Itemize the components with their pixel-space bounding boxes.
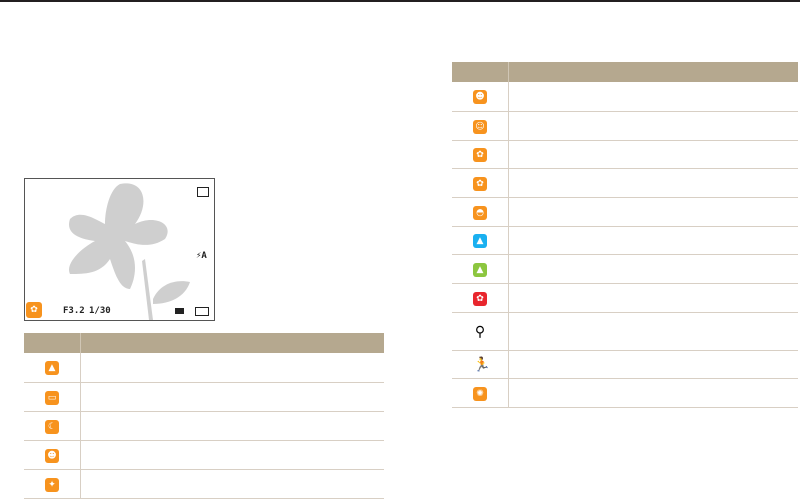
table-row: ◓ (452, 197, 798, 227)
backlight-portrait-icon: ☻ (473, 90, 487, 105)
header-description-column (81, 333, 385, 353)
description-cell (80, 411, 384, 441)
icon-cell: ☻ (24, 440, 81, 470)
night-portrait-icon: ☻ (45, 448, 59, 463)
table-row: ☻ (24, 440, 384, 470)
icon-cell: ✦ (24, 469, 81, 499)
left-scene-table: ▲ ▭ ☾ ☻ ✦ (24, 333, 384, 499)
resolution-icon (197, 187, 209, 197)
table-row: ⚲ (452, 312, 798, 351)
icon-cell: ⚲ (452, 312, 509, 351)
icon-cell: ✿ (452, 140, 509, 169)
header-description-column (509, 62, 799, 82)
flower-illustration (69, 183, 190, 320)
description-cell (80, 353, 384, 383)
macro-text-icon: ✿ (473, 176, 487, 191)
macro-icon: ✿ (473, 148, 487, 162)
table-row: 🏃 (452, 350, 798, 379)
table-row: ✺ (452, 378, 798, 408)
icon-cell: ◓ (452, 197, 509, 227)
night-icon: ☾ (45, 419, 59, 434)
icon-cell: ☻ (452, 82, 509, 112)
description-cell (80, 382, 384, 412)
beach-snow-icon: ◓ (473, 205, 487, 220)
aperture-value: F3.2 (63, 306, 85, 316)
table-row: ▭ (24, 382, 384, 412)
icon-cell: ✿ (452, 283, 509, 313)
icon-cell: ▭ (24, 382, 81, 412)
table-row: ☾ (24, 411, 384, 441)
storage-icon (175, 308, 184, 314)
header-rule (0, 0, 800, 2)
flash-icon: ⚡A (196, 251, 207, 261)
description-cell (508, 226, 798, 255)
battery-icon (195, 307, 209, 316)
tripod-icon: ⚲ (474, 324, 486, 340)
right-scene-table: ☻ ☺ ✿ ✿ ◓ ▲ ▲ ✿ ⚲ 🏃 ✺ (452, 62, 798, 408)
auto-icon: ✺ (473, 386, 487, 401)
sunset-icon: ✿ (473, 291, 487, 306)
table-row: ✿ (452, 283, 798, 313)
white-scene-icon: ▭ (45, 390, 59, 405)
description-cell (508, 378, 798, 408)
description-cell (508, 312, 798, 351)
description-cell (508, 197, 798, 227)
table-row: ☻ (452, 82, 798, 112)
description-cell (508, 140, 798, 169)
flash-mode-label: A (201, 251, 207, 261)
table-row: ✦ (24, 469, 384, 499)
header-icon-column (24, 333, 81, 353)
portrait-icon: ☺ (473, 119, 487, 134)
icon-cell: ▲ (24, 353, 81, 383)
camera-screen-preview: ✿ F3.2 1/30 ⚡A (24, 178, 215, 321)
icon-cell: ✿ (452, 168, 509, 198)
header-icon-column (452, 62, 509, 82)
icon-cell: ✺ (452, 378, 509, 408)
table-row: ✿ (452, 140, 798, 169)
macro-flower-icon: ✿ (26, 302, 42, 318)
description-cell (508, 283, 798, 313)
description-cell (80, 440, 384, 470)
description-cell (508, 254, 798, 284)
table-row: ☺ (452, 111, 798, 141)
landscape-icon: ▲ (45, 361, 59, 376)
natural-green-icon: ▲ (473, 262, 487, 277)
description-cell (508, 168, 798, 198)
description-cell (508, 111, 798, 141)
description-cell (80, 469, 384, 499)
description-cell (508, 350, 798, 379)
table-header (24, 333, 384, 353)
table-row: ▲ (452, 254, 798, 284)
table-header (452, 62, 798, 82)
icon-cell: ☺ (452, 111, 509, 141)
table-row: ▲ (24, 353, 384, 383)
icon-cell: ▲ (452, 254, 509, 284)
action-icon: 🏃 (473, 357, 491, 373)
table-row: ✿ (452, 168, 798, 198)
icon-cell: ▲ (452, 226, 509, 255)
shutter-value: 1/30 (89, 306, 111, 316)
backlight-icon: ✦ (45, 477, 59, 492)
description-cell (508, 82, 798, 112)
icon-cell: ☾ (24, 411, 81, 441)
table-row: ▲ (452, 226, 798, 255)
blue-sky-icon: ▲ (473, 234, 487, 248)
icon-cell: 🏃 (452, 350, 509, 379)
